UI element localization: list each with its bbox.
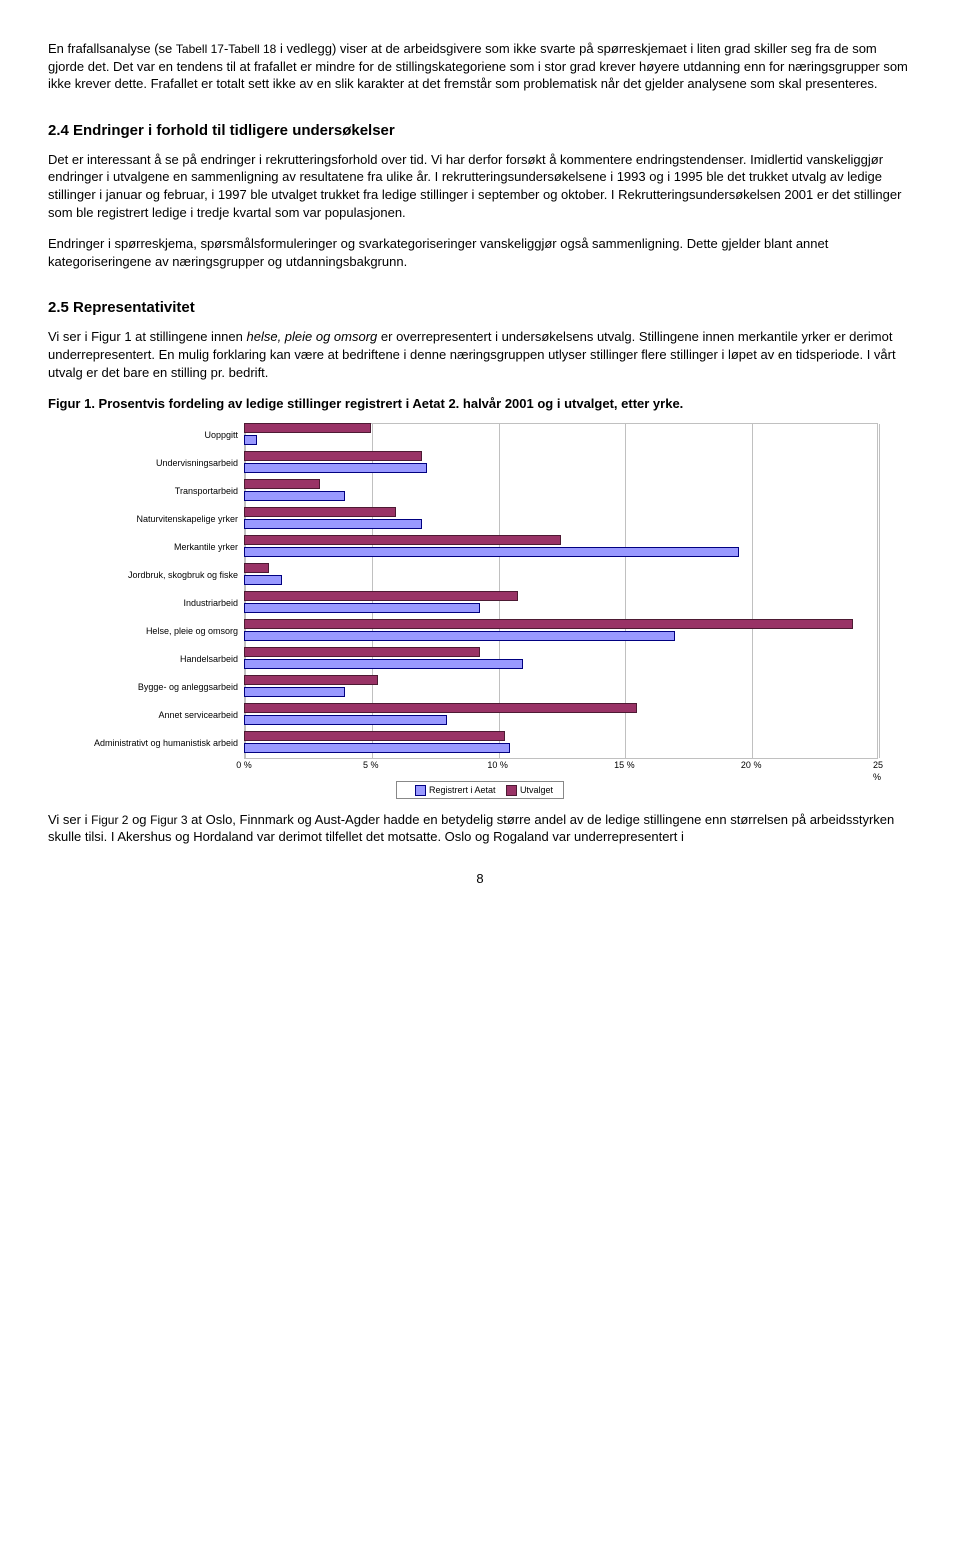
chart-category-label: Annet servicearbeid [48,709,244,721]
chart-category-label: Uoppgitt [48,429,244,441]
paragraph-2-4-b: Endringer i spørreskjema, spørsmålsformu… [48,235,912,270]
axis-tick: 10 % [487,759,508,771]
bar-utvalget [244,423,371,433]
bar-utvalget [244,479,320,489]
chart-row: Helse, pleie og omsorg [48,619,878,643]
chart-category-label: Naturvitenskapelige yrker [48,513,244,525]
bar-registrert [244,659,523,669]
bar-registrert [244,575,282,585]
text: En frafallsanalyse (se [48,41,176,56]
axis-tick: 15 % [614,759,635,771]
chart-category-label: Undervisningsarbeid [48,457,244,469]
bar-registrert [244,491,345,501]
chart-row: Annet servicearbeid [48,703,878,727]
chart-row: Bygge- og anleggsarbeid [48,675,878,699]
chart-legend: Registrert i Aetat Utvalget [48,781,912,799]
text: Vi ser i [48,812,91,827]
chart-category-label: Industriarbeid [48,597,244,609]
bar-utvalget [244,563,269,573]
chart-category-label: Administrativt og humanistisk arbeid [48,737,244,749]
figure-1-title: Figur 1. Prosentvis fordeling av ledige … [48,395,912,413]
page-number: 8 [48,870,912,888]
paragraph-intro: En frafallsanalyse (se Tabell 17-Tabell … [48,40,912,93]
bar-utvalget [244,451,422,461]
table-ref: Tabell 18 [228,42,276,56]
legend-swatch-b [506,785,517,796]
chart-row: Jordbruk, skogbruk og fiske [48,563,878,587]
bar-registrert [244,715,447,725]
bar-utvalget [244,507,396,517]
bar-registrert [244,743,510,753]
chart-row: Undervisningsarbeid [48,451,878,475]
bar-registrert [244,435,257,445]
axis-tick: 25 % [873,759,883,783]
axis-tick: 5 % [363,759,379,771]
bar-utvalget [244,619,853,629]
bar-registrert [244,687,345,697]
legend-swatch-a [415,785,426,796]
axis-tick: 0 % [236,759,252,771]
chart-category-label: Transportarbeid [48,485,244,497]
heading-2-5: 2.5 Representativitet [48,298,912,318]
bar-utvalget [244,731,505,741]
chart-x-axis: 0 %5 %10 %15 %20 %25 % [244,759,878,775]
chart-category-label: Jordbruk, skogbruk og fiske [48,569,244,581]
bar-registrert [244,631,675,641]
bar-registrert [244,603,480,613]
chart-row: Transportarbeid [48,479,878,503]
chart-row: Uoppgitt [48,423,878,447]
text: og [128,812,150,827]
chart-category-label: Bygge- og anleggsarbeid [48,681,244,693]
bar-utvalget [244,703,637,713]
chart-row: Industriarbeid [48,591,878,615]
bar-registrert [244,463,427,473]
bar-utvalget [244,535,561,545]
bar-utvalget [244,591,518,601]
chart-category-label: Merkantile yrker [48,541,244,553]
bar-registrert [244,519,422,529]
chart-category-label: Handelsarbeid [48,653,244,665]
chart-row: Naturvitenskapelige yrker [48,507,878,531]
legend-label-a: Registrert i Aetat [429,785,496,795]
paragraph-after-chart: Vi ser i Figur 2 og Figur 3 at Oslo, Fin… [48,811,912,846]
table-ref: Tabell 17 [176,42,224,56]
legend-label-b: Utvalget [520,785,553,795]
chart-row: Administrativt og humanistisk arbeid [48,731,878,755]
bar-registrert [244,547,739,557]
axis-tick: 20 % [741,759,762,771]
bar-utvalget [244,675,378,685]
paragraph-2-4-a: Det er interessant å se på endringer i r… [48,151,912,221]
figure-ref: Figur 2 [91,813,128,827]
figure-1-chart: Uoppgitt Undervisningsarbeid Transportarbe… [48,423,878,775]
chart-row: Handelsarbeid [48,647,878,671]
italic-phrase: helse, pleie og omsorg [246,329,377,344]
heading-2-4: 2.4 Endringer i forhold til tidligere un… [48,121,912,141]
paragraph-2-5-a: Vi ser i Figur 1 at stillingene innen he… [48,328,912,381]
bar-utvalget [244,647,480,657]
figure-ref: Figur 3 [150,813,187,827]
text: Vi ser i Figur 1 at stillingene innen [48,329,246,344]
chart-category-label: Helse, pleie og omsorg [48,625,244,637]
chart-row: Merkantile yrker [48,535,878,559]
